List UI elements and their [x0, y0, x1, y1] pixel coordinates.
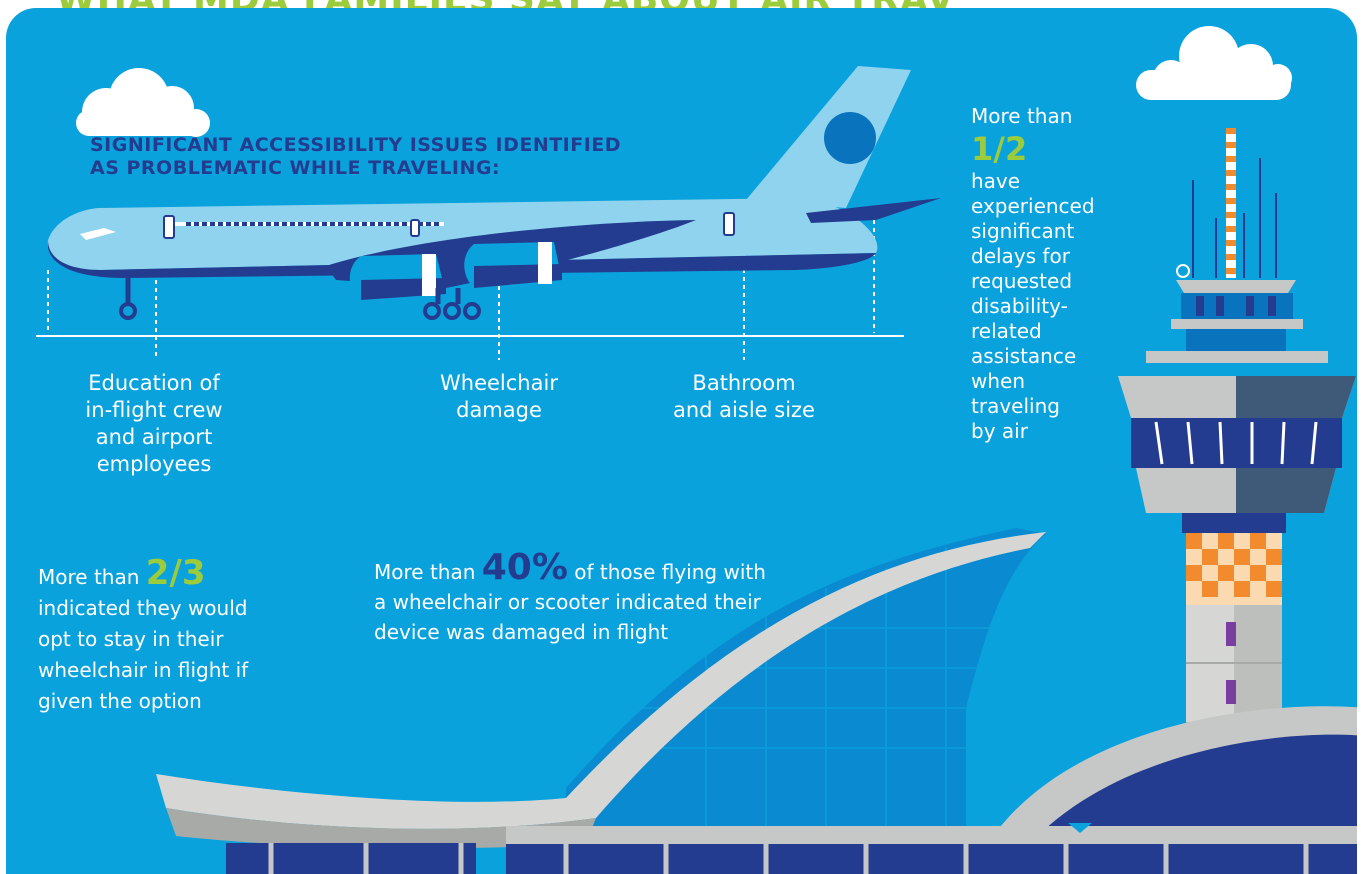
- stat-two-thirds: More than 2/3 indicated they would opt t…: [38, 556, 338, 717]
- issue-label-wheelchair: Wheelchair damage: [399, 370, 599, 424]
- stat-line: a wheelchair or scooter indicated their: [374, 590, 761, 614]
- issue-line: and aisle size: [673, 398, 815, 422]
- stat-headline: More than 40% of those flying with: [374, 550, 894, 587]
- stat-line: requested: [971, 269, 1073, 293]
- stat-line: delays for: [971, 244, 1070, 268]
- stat-line: wheelchair in flight if: [38, 658, 249, 682]
- stat-line: device was damaged in flight: [374, 620, 669, 644]
- stat-headline: More than 2/3: [38, 556, 338, 593]
- stat-line: disability-: [971, 294, 1068, 318]
- stat-line: have: [971, 169, 1021, 193]
- issue-line: Wheelchair: [440, 371, 558, 395]
- engine-right: [464, 242, 562, 288]
- issue-line: Education of: [88, 371, 220, 395]
- heading-line-1: SIGNIFICANT ACCESSIBILITY ISSUES IDENTIF…: [90, 134, 622, 156]
- infographic-panel: SIGNIFICANT ACCESSIBILITY ISSUES IDENTIF…: [6, 8, 1357, 874]
- airport-terminal-icon: [156, 528, 1357, 874]
- cloud-right-icon: [1136, 26, 1292, 100]
- stat-prefix: More than: [971, 104, 1073, 128]
- heading-line-2: AS PROBLEMATIC WHILE TRAVELING:: [90, 157, 501, 179]
- stat-value: 40%: [481, 547, 568, 588]
- stat-forty-percent: More than 40% of those flying with a whe…: [374, 550, 894, 647]
- issue-line: damage: [456, 398, 542, 422]
- stat-prefix: More than: [374, 560, 476, 584]
- stat-line: opt to stay in their: [38, 627, 224, 651]
- issue-line: and airport: [95, 425, 213, 449]
- page-title: WHAT MDA FAMILIES SAY ABOUT AIR TRAVEL: [56, 0, 956, 8]
- stat-line: given the option: [38, 689, 202, 713]
- illustration: [36, 26, 1357, 874]
- section-heading: SIGNIFICANT ACCESSIBILITY ISSUES IDENTIF…: [90, 134, 790, 180]
- stat-line: when: [971, 369, 1026, 393]
- issue-line: in-flight crew: [85, 398, 223, 422]
- stat-one-half: More than 1/2 have experienced significa…: [971, 104, 1141, 444]
- issue-line: Bathroom: [692, 371, 796, 395]
- stat-line: traveling: [971, 394, 1060, 418]
- stat-line: significant: [971, 219, 1075, 243]
- cloud-left-icon: [76, 68, 210, 137]
- stat-line: indicated they would: [38, 596, 248, 620]
- stat-value: 2/3: [145, 553, 206, 593]
- landing-gear: [119, 276, 481, 320]
- issue-label-education: Education of in-flight crew and airport …: [54, 370, 254, 478]
- issue-label-bathroom: Bathroom and aisle size: [644, 370, 844, 424]
- stat-line: related: [971, 319, 1042, 343]
- issue-line: employees: [96, 452, 212, 476]
- tower-checkers: [1186, 533, 1282, 605]
- stat-line: experienced: [971, 194, 1095, 218]
- stat-value: 1/2: [971, 130, 1028, 168]
- stat-line: of those flying with: [574, 560, 766, 584]
- stat-prefix: More than: [38, 565, 140, 589]
- stat-line: by air: [971, 419, 1028, 443]
- engine-left: [349, 254, 446, 300]
- airplane-icon: [47, 66, 941, 320]
- stat-line: assistance: [971, 344, 1077, 368]
